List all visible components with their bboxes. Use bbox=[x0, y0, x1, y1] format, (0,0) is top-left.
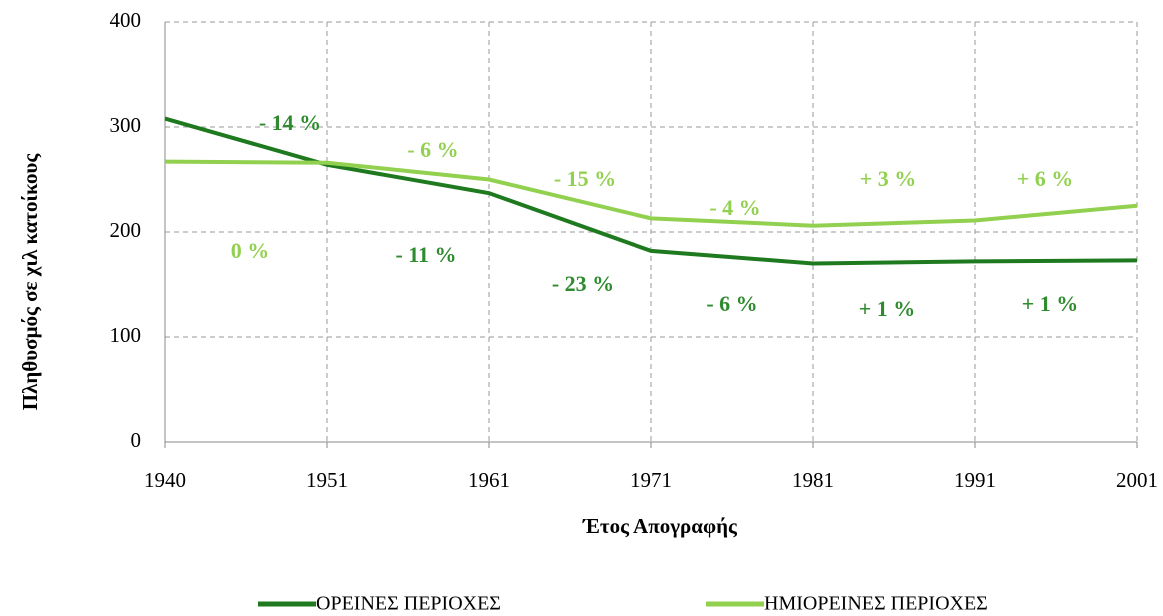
legend-label: ΟΡΕΙΝΕΣ ΠΕΡΙΟΧΕΣ bbox=[316, 593, 501, 615]
y-tick-label: 300 bbox=[110, 113, 142, 137]
legend-label: ΗΜΙΟΡΕΙΝΕΣ ΠΕΡΙΟΧΕΣ bbox=[764, 593, 988, 615]
annotation: - 6 % bbox=[706, 291, 757, 316]
annotation: + 1 % bbox=[1022, 291, 1079, 316]
y-tick-label: 100 bbox=[110, 323, 142, 347]
x-tick-label: 1981 bbox=[792, 468, 834, 492]
y-tick-label: 400 bbox=[110, 8, 142, 32]
x-tick-label: 1991 bbox=[954, 468, 996, 492]
x-tick-label: 1951 bbox=[306, 468, 348, 492]
annotation: 0 % bbox=[231, 238, 270, 263]
x-tick-label: 1940 bbox=[144, 468, 186, 492]
annotation: + 1 % bbox=[859, 296, 916, 321]
y-tick-label: 200 bbox=[110, 218, 142, 242]
annotation: - 6 % bbox=[407, 137, 458, 162]
x-axis-title: Έτος Απογραφής bbox=[582, 514, 738, 538]
annotation: - 23 % bbox=[552, 271, 614, 296]
x-tick-label: 1961 bbox=[468, 468, 510, 492]
annotation: - 14 % bbox=[259, 110, 321, 135]
annotation: + 3 % bbox=[860, 166, 917, 191]
annotation: - 15 % bbox=[554, 166, 616, 191]
x-tick-label: 1971 bbox=[630, 468, 672, 492]
y-axis-title: Πληθυσμός σε χιλ κατοίκους bbox=[18, 153, 42, 411]
series-line bbox=[164, 116, 1138, 266]
x-tick-label: 2001 bbox=[1116, 468, 1158, 492]
annotation: - 4 % bbox=[709, 195, 760, 220]
annotation: + 6 % bbox=[1017, 166, 1074, 191]
y-tick-label: 0 bbox=[131, 428, 142, 452]
annotation: - 11 % bbox=[395, 242, 456, 267]
series-line bbox=[164, 159, 1138, 228]
